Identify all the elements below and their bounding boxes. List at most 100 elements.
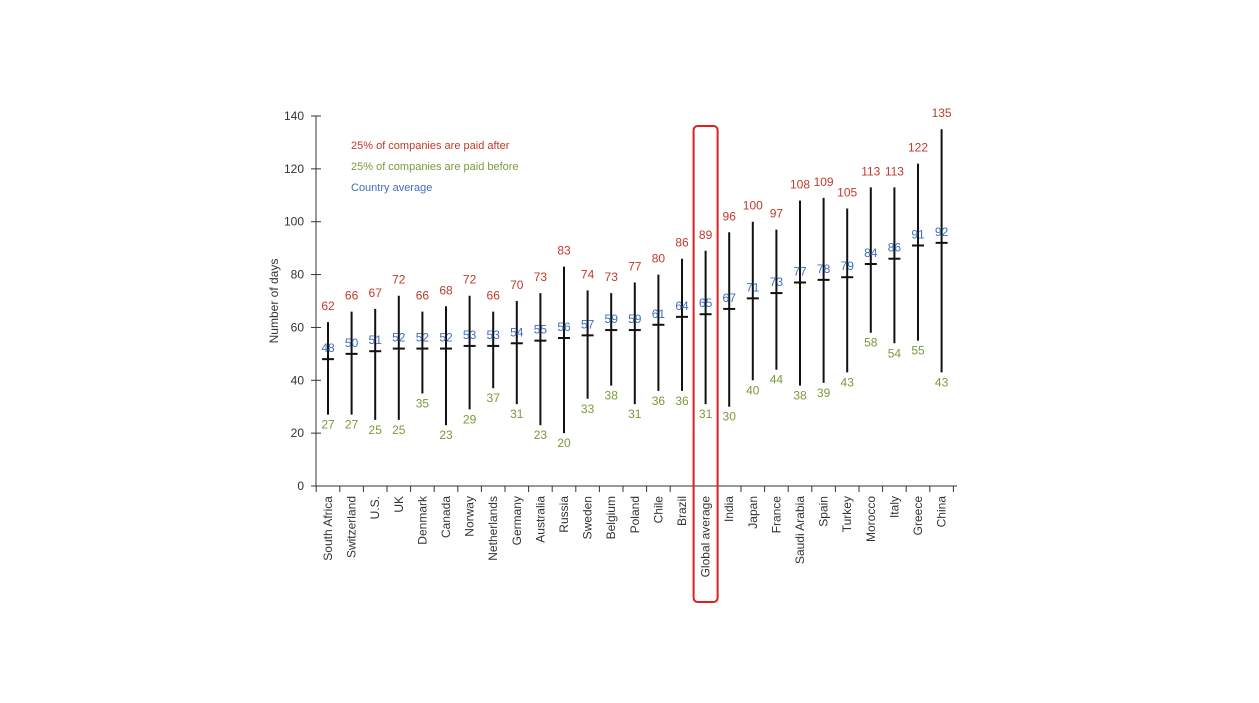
category-label: Saudi Arabia [793, 496, 807, 564]
category-label: Germany [510, 496, 524, 545]
upper-value-label: 105 [837, 186, 857, 200]
y-tick-label: 100 [284, 215, 304, 229]
upper-value-label: 77 [628, 260, 642, 274]
average-value-label: 48 [321, 341, 335, 355]
average-value-label: 91 [911, 228, 925, 242]
lower-value-label: 43 [935, 375, 949, 389]
lower-value-label: 23 [534, 428, 548, 442]
upper-value-label: 86 [675, 236, 689, 250]
category-label: Poland [628, 496, 642, 533]
average-value-label: 52 [439, 331, 453, 345]
upper-value-label: 113 [885, 164, 904, 178]
lower-value-label: 20 [557, 436, 571, 450]
category-label: China [935, 496, 949, 528]
lower-value-label: 36 [652, 394, 666, 408]
upper-value-label: 66 [487, 289, 501, 303]
category-label: Norway [463, 496, 477, 537]
lower-value-label: 25 [392, 423, 406, 437]
lower-value-label: 25 [369, 423, 383, 437]
average-value-label: 51 [369, 333, 383, 347]
lower-value-label: 37 [487, 391, 501, 405]
average-value-label: 86 [888, 241, 902, 255]
y-tick-label: 120 [284, 162, 304, 176]
category-label: Brazil [675, 496, 689, 526]
category-label: Global average [699, 496, 713, 578]
y-tick-label: 40 [291, 373, 305, 387]
upper-value-label: 80 [652, 252, 666, 266]
category-label: France [769, 496, 783, 534]
upper-value-label: 74 [581, 267, 595, 281]
category-label: Greece [911, 496, 925, 536]
lower-value-label: 38 [793, 389, 807, 403]
average-value-label: 78 [817, 262, 831, 276]
upper-value-label: 72 [392, 273, 406, 287]
upper-value-label: 70 [510, 278, 524, 292]
average-value-label: 67 [723, 291, 737, 305]
lower-value-label: 36 [675, 394, 689, 408]
average-value-label: 50 [345, 336, 359, 350]
category-label: Switzerland [345, 496, 359, 558]
y-axis-label: Number of days [267, 259, 281, 344]
average-value-label: 84 [864, 246, 878, 260]
upper-value-label: 72 [463, 273, 477, 287]
average-value-label: 64 [675, 299, 689, 313]
legend-avg: Country average [351, 182, 432, 194]
lower-value-label: 40 [746, 383, 760, 397]
upper-value-label: 113 [861, 164, 880, 178]
average-value-label: 79 [841, 259, 855, 273]
category-label: Japan [746, 496, 760, 529]
lower-value-label: 30 [723, 410, 737, 424]
average-value-label: 55 [534, 323, 548, 337]
average-value-label: 61 [652, 307, 666, 321]
lower-value-label: 31 [699, 407, 713, 421]
upper-value-label: 66 [416, 289, 430, 303]
lower-value-label: 27 [345, 418, 359, 432]
category-label: Morocco [864, 496, 878, 542]
upper-value-label: 109 [814, 175, 834, 189]
category-label: Italy [887, 496, 901, 518]
lower-value-label: 54 [888, 346, 902, 360]
category-label: Russia [557, 496, 571, 533]
average-value-label: 73 [770, 275, 784, 289]
average-value-label: 53 [487, 328, 501, 342]
upper-value-label: 68 [439, 283, 453, 297]
average-value-label: 54 [510, 325, 524, 339]
upper-value-label: 100 [743, 199, 763, 213]
average-value-label: 65 [699, 296, 713, 310]
lower-value-label: 39 [817, 386, 831, 400]
upper-value-label: 89 [699, 228, 713, 242]
y-tick-label: 20 [291, 426, 305, 440]
y-tick-label: 140 [284, 109, 304, 123]
category-label: Denmark [415, 495, 429, 545]
category-label: Spain [817, 496, 831, 527]
upper-value-label: 66 [345, 289, 359, 303]
average-value-label: 52 [392, 331, 406, 345]
average-value-label: 59 [628, 312, 642, 326]
y-tick-label: 80 [291, 268, 305, 282]
category-label: India [722, 496, 736, 522]
global-average-highlight-box [692, 125, 719, 603]
lower-value-label: 31 [510, 407, 524, 421]
category-label: UK [392, 496, 406, 513]
category-label: Sweden [581, 496, 595, 539]
lower-value-label: 33 [581, 402, 595, 416]
upper-value-label: 122 [908, 141, 928, 155]
average-value-label: 71 [746, 280, 760, 294]
average-value-label: 59 [605, 312, 619, 326]
average-value-label: 57 [581, 317, 595, 331]
lower-value-label: 43 [841, 375, 855, 389]
upper-value-label: 83 [557, 244, 571, 258]
average-value-label: 77 [793, 265, 807, 279]
lower-value-label: 35 [416, 397, 430, 411]
legend-upper: 25% of companies are paid after [351, 140, 510, 152]
average-value-label: 56 [557, 320, 571, 334]
average-value-label: 92 [935, 225, 949, 239]
lower-value-label: 58 [864, 336, 878, 350]
average-value-label: 53 [463, 328, 477, 342]
category-label: Netherlands [486, 496, 500, 561]
y-tick-label: 0 [297, 479, 304, 493]
upper-value-label: 73 [534, 270, 548, 284]
lower-value-label: 44 [770, 373, 784, 387]
